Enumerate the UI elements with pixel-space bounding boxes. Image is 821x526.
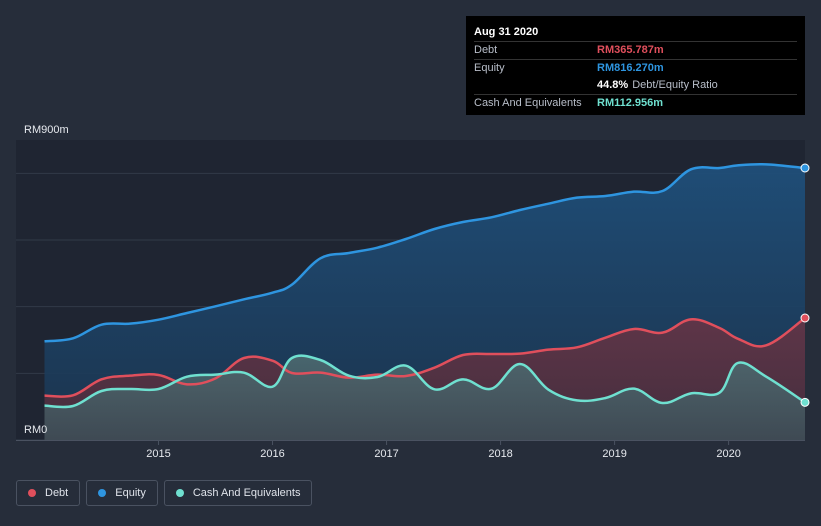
x-tick-label-2016: 2016 xyxy=(260,448,284,460)
tooltip-equity-value: RM816.270m xyxy=(597,62,664,74)
equity-line xyxy=(44,162,806,343)
tooltip-ratio-row: 44.8% Debt/Equity Ratio xyxy=(474,77,797,93)
legend-cash-label: Cash And Equivalents xyxy=(192,487,301,499)
x-tick-label-2015: 2015 xyxy=(146,448,170,460)
legend-debt-label: Debt xyxy=(45,487,69,499)
y-axis-min-label: RM0 xyxy=(24,424,48,436)
tooltip-equity-label: Equity xyxy=(474,62,505,74)
equity-dot-icon xyxy=(98,489,107,497)
cash-endpoint xyxy=(800,397,810,407)
series-lines xyxy=(44,162,806,409)
tooltip-debt-value: RM365.787m xyxy=(597,44,664,56)
cash-line xyxy=(44,354,806,409)
x-tick-label-2017: 2017 xyxy=(374,448,398,460)
legend-equity-label: Equity xyxy=(115,487,146,499)
tooltip-cash-label: Cash And Equivalents xyxy=(474,97,582,109)
debt-line xyxy=(44,316,806,398)
legend-item-debt[interactable]: Debt xyxy=(16,480,81,506)
tooltip-debt-label: Debt xyxy=(474,44,498,56)
x-tick-label-2018: 2018 xyxy=(488,448,512,460)
tooltip-ratio-label: Debt/Equity Ratio xyxy=(632,79,718,91)
x-axis: 2015 2016 2017 2018 2019 2020 xyxy=(16,440,805,460)
debt-endpoint xyxy=(800,313,810,323)
tooltip-debt-row: Debt RM365.787m xyxy=(474,41,797,58)
tooltip-ratio-value: 44.8% xyxy=(597,79,629,91)
legend-item-equity[interactable]: Equity xyxy=(86,480,158,506)
legend-item-cash[interactable]: Cash And Equivalents xyxy=(163,480,313,506)
legend: Debt Equity Cash And Equivalents xyxy=(16,480,313,506)
tooltip-panel: Aug 31 2020 Debt RM365.787m Equity RM816… xyxy=(466,16,805,115)
tooltip-cash-value: RM112.956m xyxy=(597,97,664,109)
tooltip-cash-row: Cash And Equivalents RM112.956m xyxy=(474,94,797,111)
x-tick-label-2019: 2019 xyxy=(602,448,626,460)
cash-dot-icon xyxy=(175,489,184,497)
tooltip-equity-row: Equity RM816.270m xyxy=(474,59,797,76)
tooltip-date: Aug 31 2020 xyxy=(474,26,539,38)
equity-endpoint xyxy=(800,163,810,173)
y-axis-max-label: RM900m xyxy=(24,124,69,136)
debt-dot-icon xyxy=(28,489,36,497)
series-endpoints xyxy=(800,163,810,407)
x-tick-label-2020: 2020 xyxy=(716,448,740,460)
cash-area xyxy=(44,355,805,440)
